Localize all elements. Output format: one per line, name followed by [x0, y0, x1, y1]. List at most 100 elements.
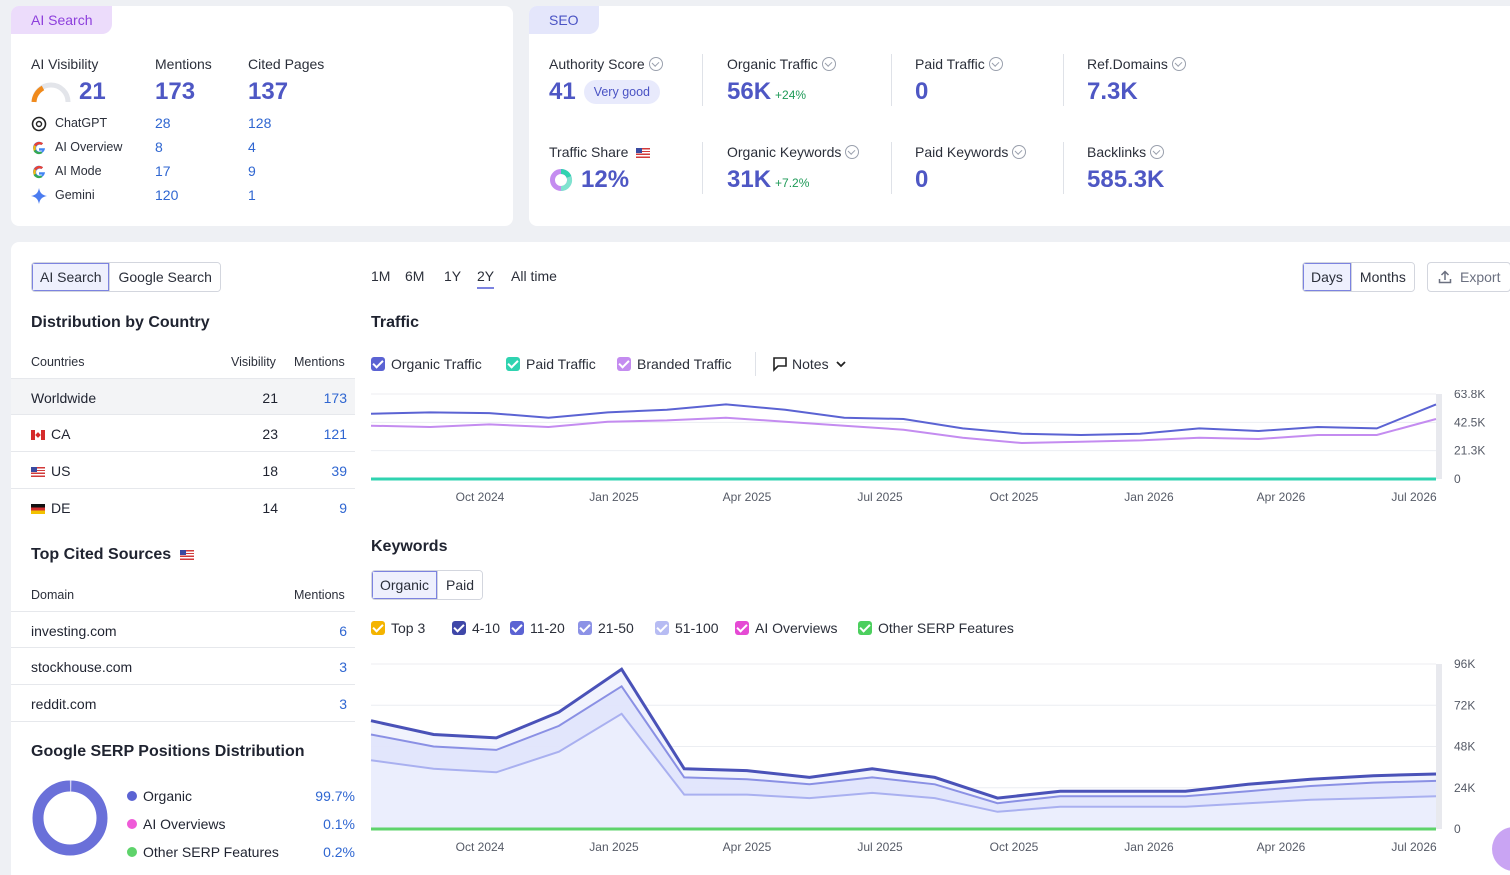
- checkbox-icon[interactable]: [655, 621, 669, 635]
- organic-traffic-delta: +24%: [775, 88, 807, 102]
- x-tick-label: Jan 2025: [589, 490, 639, 504]
- serp-legend-item: AI Overviews 0.1%: [127, 810, 355, 838]
- keywords-legend-item[interactable]: AI Overviews: [735, 620, 837, 636]
- ai-search-card: AI Search AI Visibility 21 Mentions 173 …: [11, 6, 513, 226]
- info-icon[interactable]: [845, 145, 860, 159]
- info-icon[interactable]: [1012, 145, 1027, 159]
- source-domain[interactable]: stockhouse.com: [31, 659, 133, 675]
- toggle-paid[interactable]: Paid: [437, 571, 483, 599]
- info-icon[interactable]: [1171, 57, 1186, 71]
- country-row[interactable]: DE 14 9: [11, 489, 355, 526]
- info-icon[interactable]: [821, 57, 836, 71]
- chat-bubble-button[interactable]: [1492, 827, 1510, 871]
- toggle-google-search[interactable]: Google Search: [109, 263, 220, 291]
- y-tick-label: 21.3K: [1454, 444, 1485, 458]
- country-row[interactable]: Worldwide 21 173: [11, 378, 355, 415]
- y-tick-label: 24K: [1454, 781, 1475, 795]
- source-domain[interactable]: investing.com: [31, 623, 117, 639]
- organic-keywords-value[interactable]: 31K: [727, 166, 772, 193]
- country-visibility: 18: [262, 463, 278, 479]
- paid-traffic-value[interactable]: 0: [915, 78, 929, 105]
- backlinks-value[interactable]: 585.3K: [1087, 166, 1165, 193]
- ref-domains-value[interactable]: 7.3K: [1087, 78, 1138, 105]
- checkbox-icon[interactable]: [452, 621, 466, 635]
- range-1y[interactable]: 1Y: [444, 268, 462, 284]
- ai-source-cited[interactable]: 9: [248, 163, 256, 179]
- divider: [702, 142, 703, 194]
- country-row[interactable]: US 18 39: [11, 452, 355, 489]
- legend-paid-traffic[interactable]: Paid Traffic: [506, 356, 596, 372]
- scroll-handle: [1436, 394, 1442, 479]
- country-mentions[interactable]: 9: [339, 500, 347, 516]
- keywords-legend-item[interactable]: 11-20: [510, 620, 565, 636]
- cited-pages-value: 137: [248, 78, 289, 105]
- keywords-legend-item[interactable]: 51-100: [655, 620, 719, 636]
- range-6m[interactable]: 6M: [405, 268, 425, 284]
- country-mentions[interactable]: 39: [331, 463, 347, 479]
- source-row[interactable]: stockhouse.com 3: [11, 648, 355, 685]
- info-icon[interactable]: [1150, 145, 1165, 159]
- checkbox-icon[interactable]: [371, 357, 385, 371]
- range-all-time[interactable]: All time: [511, 268, 557, 284]
- ai-source-cited[interactable]: 1: [248, 187, 256, 203]
- export-button[interactable]: Export: [1427, 262, 1510, 292]
- x-tick-label: Oct 2024: [456, 840, 505, 854]
- source-row[interactable]: investing.com 6: [11, 611, 355, 648]
- range-2y[interactable]: 2Y: [477, 268, 495, 289]
- info-icon[interactable]: [988, 57, 1003, 71]
- source-mentions-header: Mentions: [294, 588, 345, 602]
- ai-source-cited[interactable]: 4: [248, 139, 256, 155]
- paid-keywords-value[interactable]: 0: [915, 166, 929, 193]
- country-visibility: 14: [262, 500, 278, 516]
- ai-source-cited[interactable]: 128: [248, 115, 272, 131]
- keywords-title: Keywords: [371, 538, 448, 555]
- checkbox-icon[interactable]: [578, 621, 592, 635]
- keywords-legend-item[interactable]: 21-50: [578, 620, 634, 636]
- checkbox-icon[interactable]: [371, 621, 385, 635]
- seo-tag: SEO: [529, 6, 599, 34]
- toggle-organic[interactable]: Organic: [372, 571, 438, 599]
- checkbox-icon[interactable]: [617, 357, 631, 371]
- source-domain[interactable]: reddit.com: [31, 696, 97, 712]
- legend-branded-traffic[interactable]: Branded Traffic: [617, 356, 732, 372]
- country-mentions[interactable]: 121: [323, 426, 347, 442]
- checkbox-icon[interactable]: [858, 621, 872, 635]
- country-row[interactable]: CA 23 121: [11, 415, 355, 452]
- ai-source-mentions[interactable]: 28: [155, 115, 171, 131]
- source-mentions[interactable]: 6: [339, 623, 347, 639]
- checkbox-icon[interactable]: [510, 621, 524, 635]
- x-tick-label: Jul 2026: [1391, 840, 1437, 854]
- seo-card: SEO Authority Score 41 Very good Organic…: [529, 6, 1510, 226]
- google-icon: [33, 165, 45, 179]
- checkbox-icon[interactable]: [735, 621, 749, 635]
- months-button[interactable]: Months: [1350, 263, 1414, 291]
- country-name: US: [31, 463, 70, 479]
- ai-visibility-value: 21: [79, 78, 106, 105]
- source-mentions[interactable]: 3: [339, 659, 347, 675]
- source-mentions[interactable]: 3: [339, 696, 347, 712]
- organic-traffic: 56K +24%: [727, 78, 806, 106]
- source-row[interactable]: reddit.com 3: [11, 685, 355, 722]
- keywords-legend-item[interactable]: Top 3: [371, 620, 425, 636]
- days-button[interactable]: Days: [1303, 263, 1351, 291]
- organic-traffic-value[interactable]: 56K: [727, 78, 772, 105]
- keywords-legend-item[interactable]: Other SERP Features: [858, 620, 1014, 636]
- chatgpt-icon: [31, 116, 47, 132]
- ai-source-name: AI Mode: [55, 164, 102, 178]
- keywords-series-area: [371, 713, 1436, 829]
- notes-dropdown[interactable]: Notes: [772, 356, 847, 372]
- checkbox-icon[interactable]: [506, 357, 520, 371]
- ai-source-mentions[interactable]: 120: [155, 187, 179, 203]
- keywords-series-line: [370, 712, 1437, 813]
- ai-source-mentions[interactable]: 8: [155, 139, 163, 155]
- keywords-legend-item[interactable]: 4-10: [452, 620, 500, 636]
- traffic-title: Traffic: [371, 314, 420, 331]
- toggle-ai-search[interactable]: AI Search: [32, 263, 110, 291]
- x-tick-label: Jan 2026: [1124, 840, 1174, 854]
- legend-organic-traffic[interactable]: Organic Traffic: [371, 356, 482, 372]
- serp-title: Google SERP Positions Distribution: [31, 743, 305, 760]
- country-mentions[interactable]: 173: [323, 390, 347, 406]
- range-1m[interactable]: 1M: [371, 268, 391, 284]
- ai-source-mentions[interactable]: 17: [155, 163, 171, 179]
- info-icon[interactable]: [648, 57, 663, 71]
